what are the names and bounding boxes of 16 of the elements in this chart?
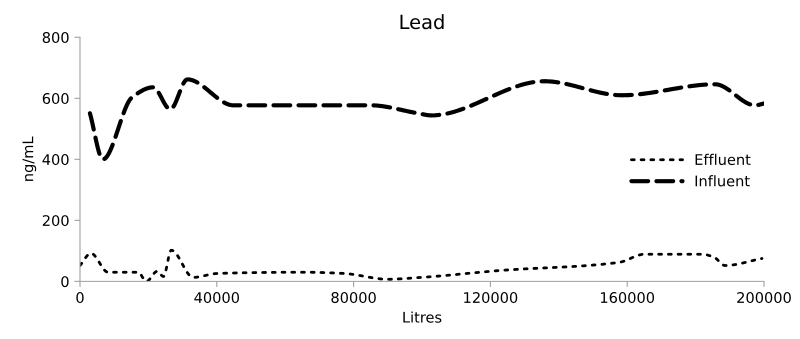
y-tick-label: 800 — [42, 32, 69, 44]
chart-title: Lead — [400, 14, 444, 30]
legend-label: Influent — [696, 175, 750, 186]
x-axis-title: Litres — [403, 311, 442, 323]
y-tick-label: 200 — [42, 215, 69, 226]
y-tick-label: 600 — [42, 93, 69, 104]
x-tick-label: 0 — [76, 292, 84, 304]
legend-label: Effluent — [696, 154, 751, 166]
x-tick-label: 80000 — [331, 292, 376, 304]
y-tick-label: 0 — [61, 276, 69, 288]
x-tick-label: 200000 — [737, 292, 791, 304]
x-tick-label: 120000 — [464, 292, 518, 304]
x-tick-label: 160000 — [600, 292, 654, 304]
y-axis-title: ng/mL — [22, 136, 36, 181]
x-tick-label: 40000 — [194, 292, 240, 304]
y-tick-label: 400 — [42, 154, 69, 166]
